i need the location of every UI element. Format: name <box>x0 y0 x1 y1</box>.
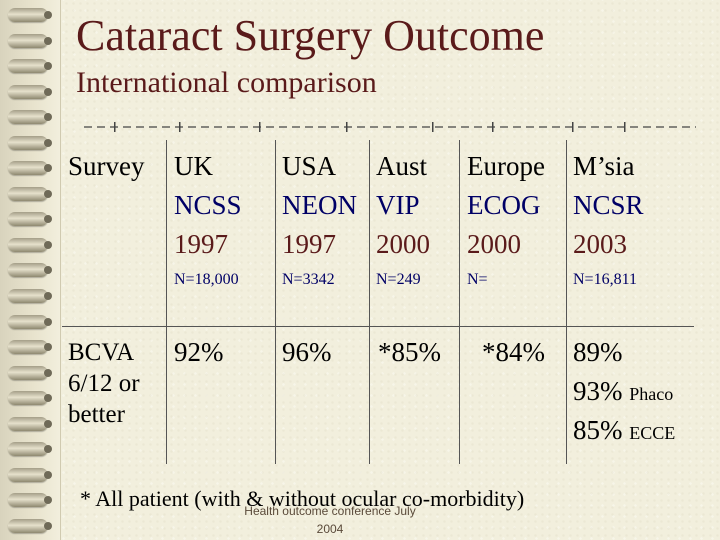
column-country: USA <box>282 151 337 181</box>
column-year: 2000 <box>376 229 430 259</box>
column-country: Aust <box>376 151 428 181</box>
binder-ring <box>8 186 52 201</box>
binder-ring <box>8 212 52 227</box>
table-column-divider <box>459 140 460 464</box>
table-row-divider <box>62 326 694 327</box>
binder-ring <box>8 110 52 125</box>
column-study: NCSR <box>573 190 644 220</box>
msia-ecce-label: ECCE <box>629 423 676 443</box>
value-msia-phaco: 93% Phaco <box>573 372 673 414</box>
column-country: UK <box>174 151 213 181</box>
notebook-spine <box>0 0 61 540</box>
msia-phaco-value: 93% <box>573 376 623 406</box>
footer-line: 2004 <box>316 522 344 536</box>
value-usa: 96% <box>282 337 332 367</box>
binder-ring <box>8 391 52 406</box>
column-year: 1997 <box>174 229 228 259</box>
binder-ring <box>8 135 52 150</box>
binder-ring <box>8 8 52 22</box>
value-msia-ecce: 85% ECCE <box>573 411 675 453</box>
column-country: M’sia <box>573 151 635 181</box>
binder-ring <box>8 289 52 304</box>
binder-ring <box>8 340 52 355</box>
column-study: ECOG <box>467 190 541 220</box>
binder-ring <box>8 467 52 482</box>
column-study: VIP <box>376 190 420 220</box>
footnote: * All patient (with & without ocular co-… <box>80 486 525 511</box>
value-europe: *84% <box>482 337 545 367</box>
table-column-divider <box>369 140 370 464</box>
binder-rings <box>8 8 52 533</box>
binder-ring <box>8 33 52 48</box>
survey-label: Survey <box>68 151 145 181</box>
slide-title: Cataract Surgery Outcome <box>76 11 545 60</box>
table-column-divider <box>566 140 567 464</box>
binder-ring <box>8 442 52 457</box>
binder-ring <box>8 493 52 508</box>
binder-ring <box>8 84 52 99</box>
binder-ring <box>8 237 52 252</box>
row-label-line: 6/12 or <box>68 370 140 397</box>
value-uk: 92% <box>174 337 224 367</box>
binder-ring <box>8 59 52 74</box>
column-sample-size: N= <box>467 271 488 288</box>
table-column-divider <box>275 140 276 464</box>
row-label-line: better <box>68 401 125 428</box>
column-sample-size: N=249 <box>376 271 421 288</box>
msia-phaco-label: Phaco <box>629 384 674 404</box>
binder-ring <box>8 161 52 176</box>
row-label-line: BCVA <box>68 339 135 366</box>
column-year: 1997 <box>282 229 336 259</box>
footer-conference-text: Health outcome conference July 2004 <box>230 502 430 538</box>
column-year: 2003 <box>573 229 627 259</box>
column-country: Europe <box>467 151 545 181</box>
column-year: 2000 <box>467 229 521 259</box>
binder-ring <box>8 518 52 533</box>
value-msia: 89% <box>573 337 623 367</box>
value-aust: *85% <box>378 337 441 367</box>
column-study: NEON <box>282 190 357 220</box>
slide-subtitle: International comparison <box>76 66 377 99</box>
table-column-divider <box>166 140 167 464</box>
footer-line: Health outcome conference July <box>244 504 416 518</box>
msia-ecce-value: 85% <box>573 415 623 445</box>
binder-ring <box>8 263 52 278</box>
column-sample-size: N=18,000 <box>174 271 239 288</box>
binder-ring <box>8 416 52 431</box>
column-sample-size: N=3342 <box>282 271 335 288</box>
binder-ring <box>8 365 52 380</box>
column-sample-size: N=16,811 <box>573 271 637 288</box>
title-divider <box>84 122 696 132</box>
binder-ring <box>8 314 52 329</box>
column-study: NCSS <box>174 190 242 220</box>
